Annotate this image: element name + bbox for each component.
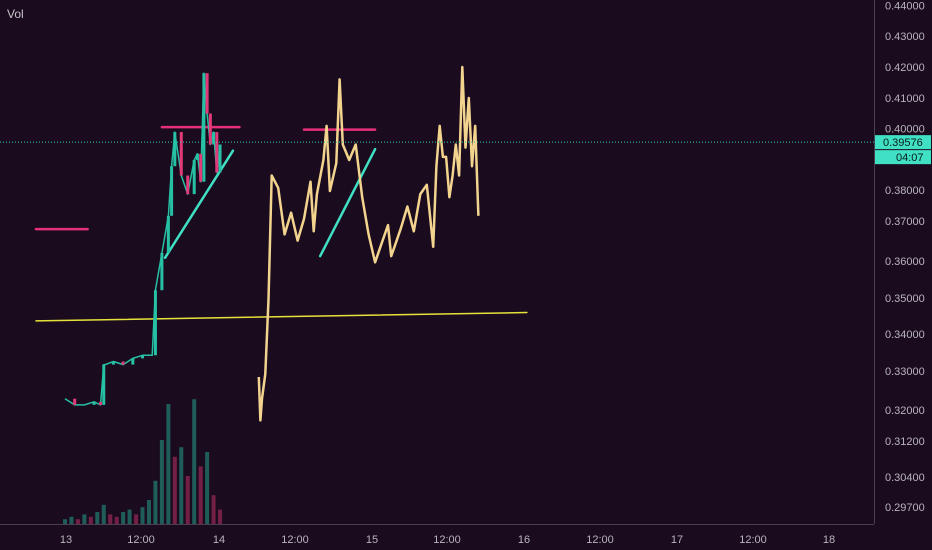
volume-bar bbox=[218, 509, 223, 524]
volume-bar bbox=[127, 509, 132, 524]
plot-area bbox=[0, 0, 874, 524]
trendline-line bbox=[318, 147, 377, 258]
volume-bar bbox=[134, 514, 139, 524]
volume-bar bbox=[140, 507, 145, 524]
volume-bar bbox=[172, 456, 177, 524]
volume-bar bbox=[88, 516, 93, 524]
price-axis-panel bbox=[874, 0, 932, 550]
price-tick-label: 0.43000 bbox=[885, 31, 925, 43]
price-tick-label: 0.31200 bbox=[885, 436, 925, 448]
price-tick-label: 0.33000 bbox=[885, 366, 925, 378]
volume-bar bbox=[166, 404, 171, 524]
projection-price-line bbox=[257, 65, 480, 422]
volume-indicator-label: Vol bbox=[7, 7, 24, 21]
time-axis-panel bbox=[0, 524, 874, 550]
price-tick-label: 0.44000 bbox=[885, 1, 925, 13]
price-tick-label: 0.41000 bbox=[885, 93, 925, 105]
volume-bar bbox=[205, 452, 210, 524]
price-tick-label: 0.38000 bbox=[885, 185, 925, 197]
volume-bar bbox=[95, 512, 100, 524]
volume-bar bbox=[185, 476, 190, 524]
volume-bar bbox=[192, 399, 197, 524]
volume-bar bbox=[69, 516, 74, 524]
countdown-badge bbox=[875, 150, 931, 165]
volume-bar bbox=[179, 447, 184, 524]
time-tick-label: 14 bbox=[213, 534, 225, 546]
price-tick-label: 0.35000 bbox=[885, 293, 925, 305]
volume-bar bbox=[114, 516, 119, 524]
time-tick-label: 17 bbox=[671, 534, 683, 546]
volume-bar bbox=[153, 480, 158, 524]
volume-bars bbox=[63, 399, 223, 524]
last-price-badge-text: 0.39576 bbox=[883, 137, 923, 149]
volume-bar bbox=[108, 514, 113, 524]
price-tick-label: 0.34000 bbox=[885, 329, 925, 341]
price-tick-label: 0.40000 bbox=[885, 124, 925, 136]
time-tick-label: 12:00 bbox=[127, 534, 155, 546]
time-tick-label: 12:00 bbox=[586, 534, 614, 546]
price-tick-label: 0.30400 bbox=[885, 472, 925, 484]
support-line bbox=[35, 311, 528, 322]
volume-bar bbox=[121, 512, 126, 524]
price-candles bbox=[73, 73, 222, 405]
price-tick-label: 0.42000 bbox=[885, 62, 925, 74]
time-tick-label: 12:00 bbox=[281, 534, 309, 546]
volume-bar bbox=[75, 519, 80, 524]
price-tick-label: 0.36000 bbox=[885, 256, 925, 268]
countdown-badge-text: 04:07 bbox=[896, 152, 924, 164]
time-tick-label: 18 bbox=[823, 534, 835, 546]
price-tick-label: 0.32000 bbox=[885, 405, 925, 417]
time-tick-label: 15 bbox=[366, 534, 378, 546]
price-tick-label: 0.37000 bbox=[885, 216, 925, 228]
volume-bar bbox=[211, 495, 216, 524]
price-tick-label: 0.29700 bbox=[885, 502, 925, 514]
volume-bar bbox=[198, 466, 203, 524]
volume-bar bbox=[63, 519, 67, 524]
time-tick-label: 13 bbox=[60, 534, 72, 546]
time-tick-label: 16 bbox=[518, 534, 530, 546]
volume-bar bbox=[159, 440, 164, 524]
actual-price-line bbox=[64, 72, 221, 406]
volume-bar bbox=[146, 500, 151, 524]
time-tick-label: 12:00 bbox=[739, 534, 767, 546]
volume-bar bbox=[82, 514, 87, 524]
time-tick-label: 12:00 bbox=[433, 534, 461, 546]
volume-bar bbox=[101, 504, 106, 524]
last-price-badge bbox=[875, 135, 931, 150]
trendline-line bbox=[163, 149, 235, 259]
